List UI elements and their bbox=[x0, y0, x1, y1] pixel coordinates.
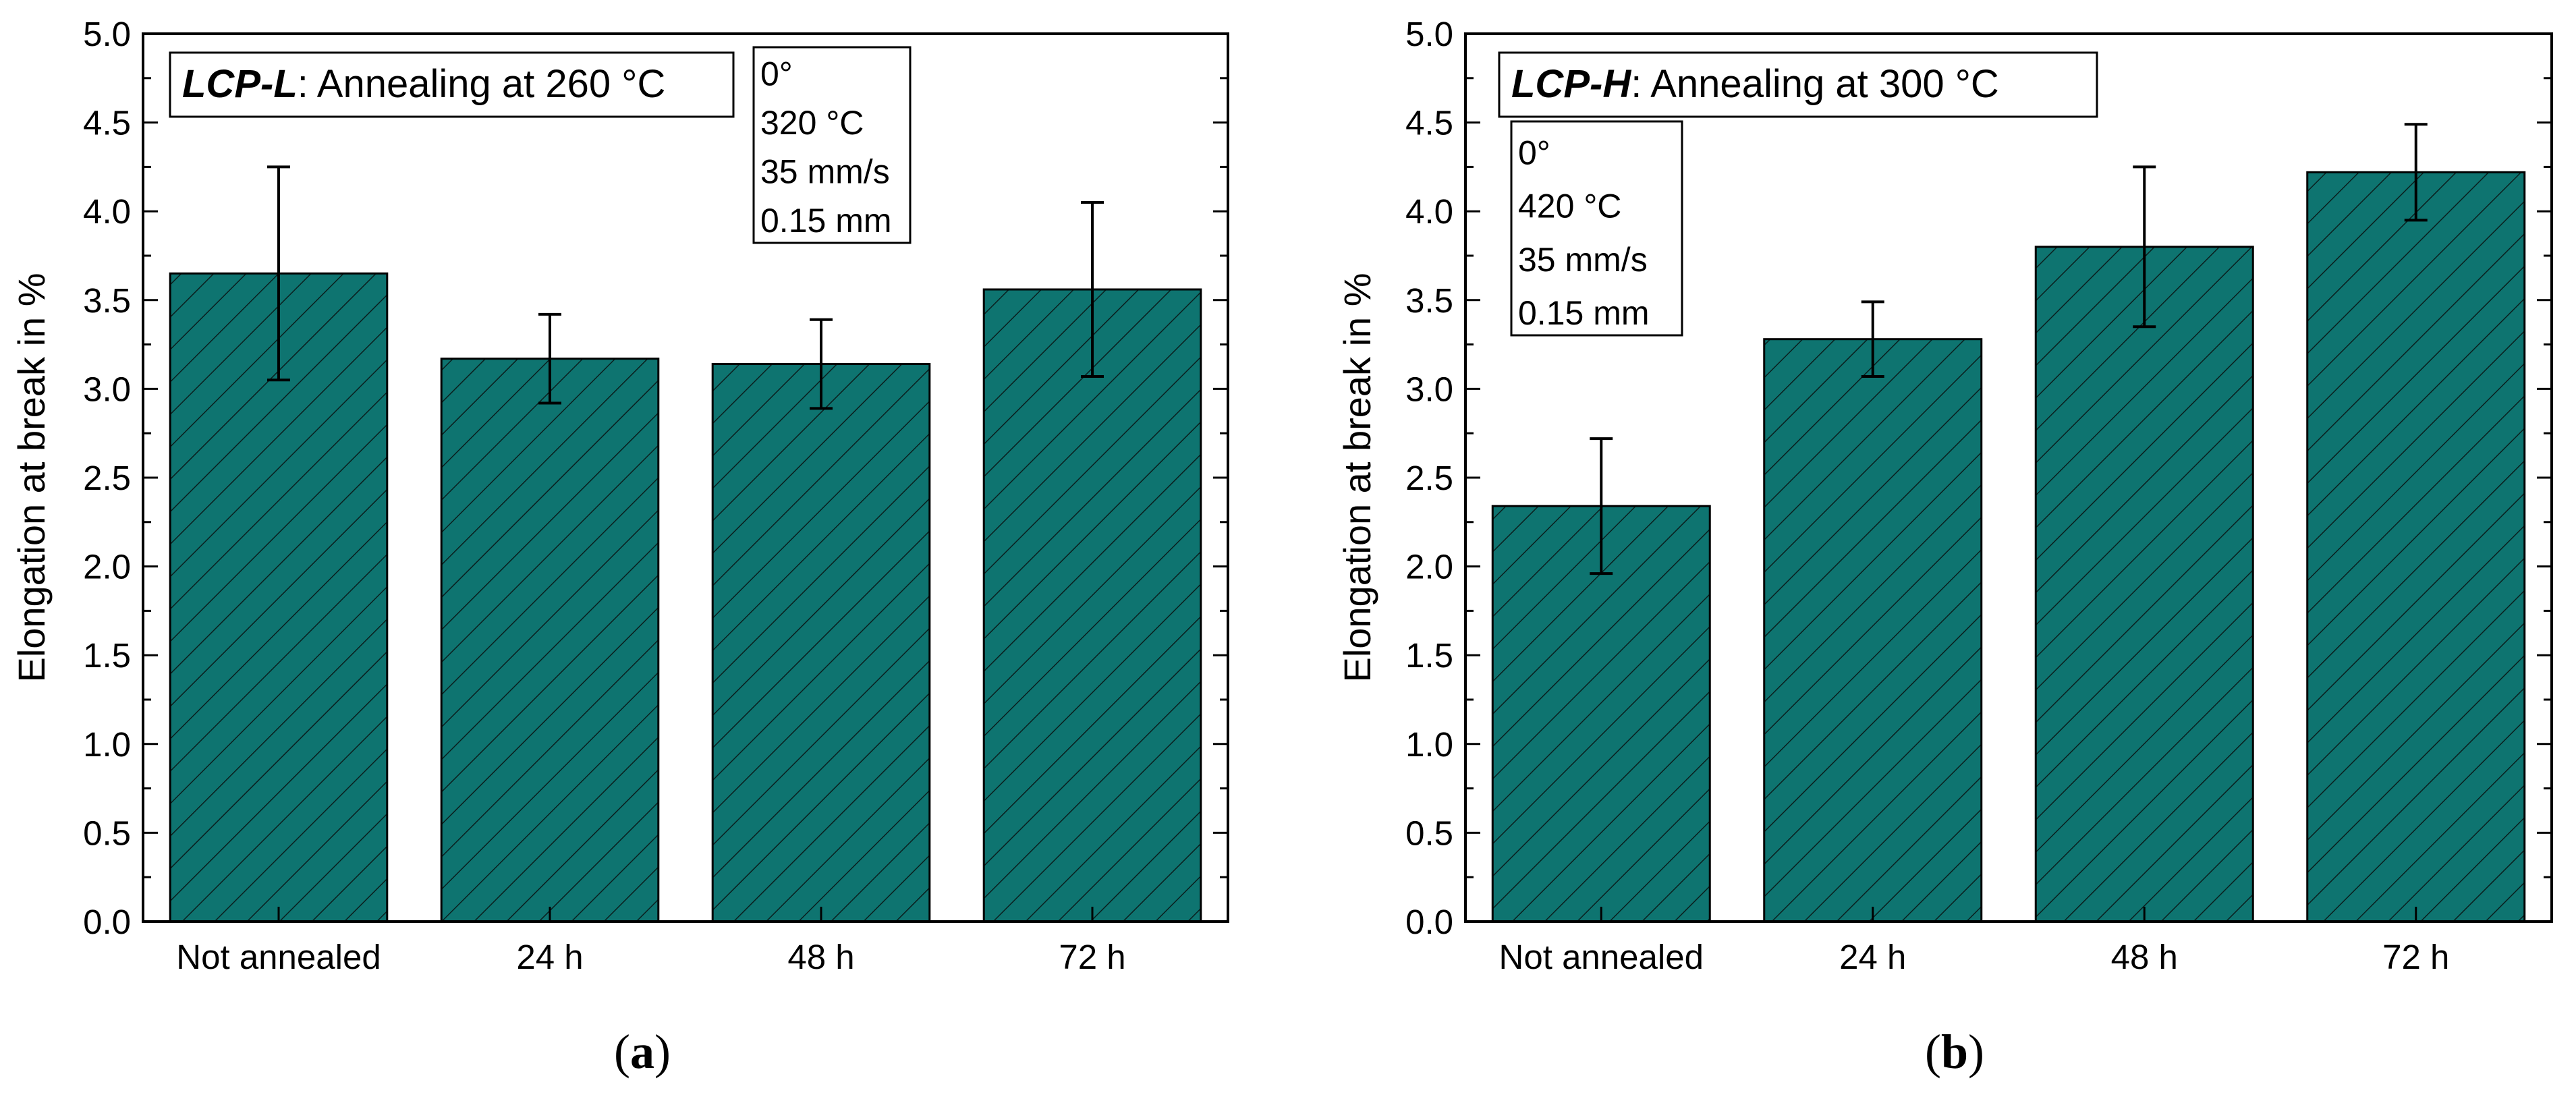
y-tick-label: 4.0 bbox=[83, 192, 131, 231]
caption-letter: a bbox=[630, 1025, 654, 1079]
y-tick-label: 4.5 bbox=[1405, 104, 1453, 142]
title-material: LCP-H bbox=[1511, 62, 1631, 106]
bar bbox=[440, 358, 660, 923]
y-tick-label: 1.5 bbox=[83, 636, 131, 675]
bar bbox=[2306, 171, 2526, 923]
figure-caption: (b) bbox=[1925, 1025, 1984, 1079]
info-line: 320 °C bbox=[760, 104, 864, 142]
x-tick-label: 72 h bbox=[2382, 938, 2449, 976]
x-tick-label: Not annealed bbox=[176, 938, 381, 976]
y-tick-label: 0.5 bbox=[83, 814, 131, 852]
info-line: 0° bbox=[1518, 134, 1550, 171]
caption-close: ) bbox=[1968, 1025, 1984, 1079]
y-tick-label: 0.0 bbox=[83, 903, 131, 941]
y-tick-label: 0.5 bbox=[1405, 814, 1453, 852]
chart-title: LCP-L: Annealing at 260 °C bbox=[182, 62, 665, 106]
y-tick-label: 5.0 bbox=[1405, 15, 1453, 53]
plot-frame bbox=[142, 32, 1229, 923]
plot-frame bbox=[1464, 32, 2553, 923]
x-tick-label: Not annealed bbox=[1499, 938, 1704, 976]
y-tick-label: 3.0 bbox=[83, 370, 131, 408]
y-tick-label: 1.0 bbox=[1405, 725, 1453, 764]
y-tick-label: 4.0 bbox=[1405, 192, 1453, 231]
y-tick-label: 0.0 bbox=[1405, 903, 1453, 941]
y-tick-label: 1.0 bbox=[83, 725, 131, 764]
info-line: 0° bbox=[760, 55, 793, 93]
caption-letter: b bbox=[1941, 1025, 1968, 1079]
y-axis-label: Elongation at break in % bbox=[1336, 273, 1378, 682]
y-tick-label: 2.0 bbox=[83, 548, 131, 586]
legend-box bbox=[169, 51, 735, 118]
y-tick-label: 5.0 bbox=[83, 15, 131, 53]
bar bbox=[169, 272, 389, 923]
chart-a: Not annealed 24 h 48 h 72 h 0.0 0.5 1.0 1.5 2.0 2… bbox=[10, 15, 1229, 1079]
y-tick-label: 3.5 bbox=[83, 281, 131, 320]
bar bbox=[1491, 505, 1711, 923]
title-rest: : Annealing at 300 °C bbox=[1631, 62, 1999, 106]
title-rest: : Annealing at 260 °C bbox=[298, 62, 666, 106]
x-tick-label: 72 h bbox=[1059, 938, 1125, 976]
x-tick-label: 48 h bbox=[787, 938, 854, 976]
info-line: 0.15 mm bbox=[760, 202, 892, 239]
caption-open: ( bbox=[614, 1025, 630, 1079]
bar bbox=[1763, 338, 1983, 923]
caption-open: ( bbox=[1925, 1025, 1941, 1079]
x-tick-label: 24 h bbox=[1839, 938, 1906, 976]
info-line: 0.15 mm bbox=[1518, 294, 1650, 332]
x-tick-label: 24 h bbox=[516, 938, 583, 976]
x-tick-label: 48 h bbox=[2111, 938, 2178, 976]
info-line: 35 mm/s bbox=[760, 153, 890, 191]
info-line: 35 mm/s bbox=[1518, 241, 1648, 279]
caption-close: ) bbox=[654, 1025, 671, 1079]
figure-caption: (a) bbox=[614, 1025, 671, 1079]
bar bbox=[982, 288, 1202, 923]
title-material: LCP-L bbox=[182, 62, 298, 106]
y-tick-label: 4.5 bbox=[83, 104, 131, 142]
y-axis-label: Elongation at break in % bbox=[10, 273, 53, 682]
y-tick-label: 2.0 bbox=[1405, 548, 1453, 586]
y-tick-label: 3.0 bbox=[1405, 370, 1453, 408]
bar bbox=[2034, 246, 2254, 923]
info-box bbox=[1510, 120, 1683, 337]
info-line: 420 °C bbox=[1518, 188, 1621, 225]
chart-title: LCP-H: Annealing at 300 °C bbox=[1511, 62, 1999, 106]
y-tick-label: 3.5 bbox=[1405, 281, 1453, 320]
y-tick-label: 2.5 bbox=[83, 459, 131, 497]
y-tick-label: 1.5 bbox=[1405, 636, 1453, 675]
legend-box bbox=[1498, 51, 2098, 118]
y-tick-label: 2.5 bbox=[1405, 459, 1453, 497]
chart-b: Not annealed 24 h 48 h 72 h 0.0 0.5 1.0 1.5 2.0 2… bbox=[1336, 15, 2553, 1079]
bar bbox=[711, 363, 931, 923]
info-box bbox=[752, 46, 912, 244]
